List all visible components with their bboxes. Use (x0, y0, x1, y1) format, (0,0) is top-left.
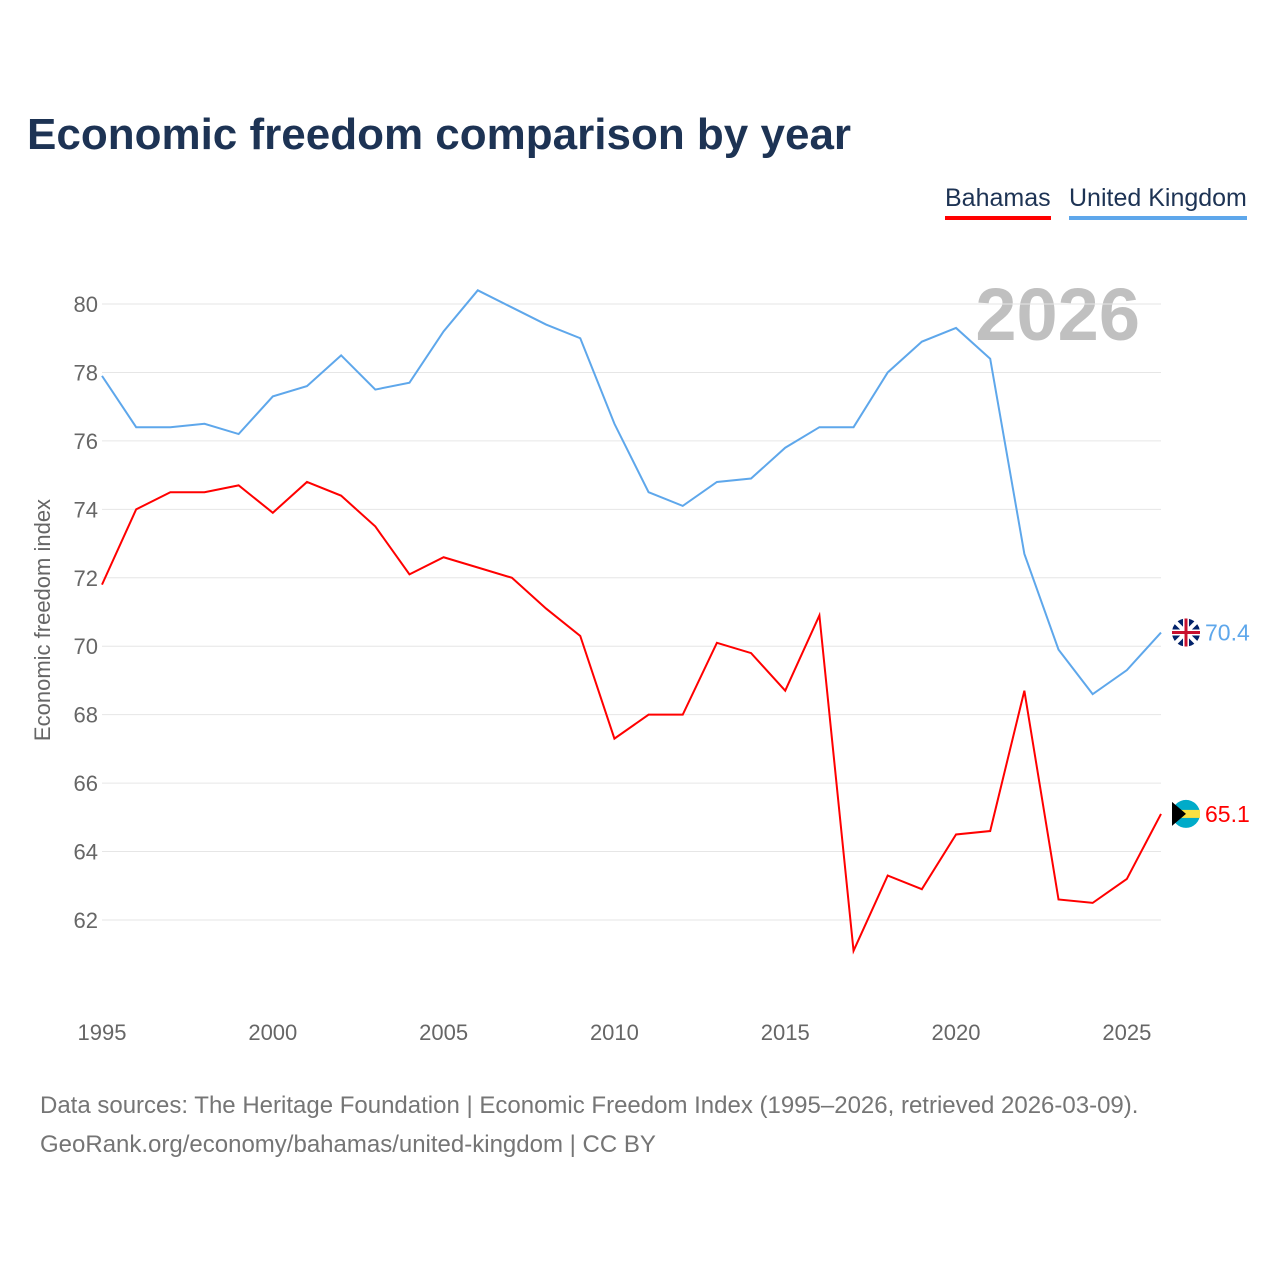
x-tick-label: 2025 (1102, 1020, 1151, 1045)
source-line-1: Data sources: The Heritage Foundation | … (40, 1092, 1139, 1119)
legend-bahamas[interactable]: Bahamas (945, 184, 1051, 220)
x-tick-label: 2005 (419, 1020, 468, 1045)
y-axis-label: Economic freedom index (30, 499, 55, 741)
legend-united-kingdom[interactable]: United Kingdom (1069, 184, 1247, 220)
x-tick-label: 2000 (248, 1020, 297, 1045)
source-line-2[interactable]: GeoRank.org/economy/bahamas/united-kingd… (40, 1131, 656, 1158)
uk-flag-icon (1172, 618, 1200, 647)
y-tick-label: 80 (74, 292, 98, 317)
series-line-bahamas (101, 480, 1162, 955)
x-tick-label: 2010 (590, 1020, 639, 1045)
y-tick-label: 70 (74, 634, 98, 659)
y-tick-label: 74 (74, 497, 98, 522)
y-tick-label: 72 (74, 566, 98, 591)
x-tick-label: 2015 (761, 1020, 810, 1045)
source-note: Data sources: The Heritage Foundation | … (40, 1086, 1138, 1164)
y-tick-label: 66 (74, 771, 98, 796)
bahamas-flag-icon (1172, 799, 1200, 828)
series-line-united-kingdom (101, 289, 1162, 696)
y-tick-label: 78 (74, 360, 98, 385)
end-value-label-united-kingdom: 70.4 (1205, 620, 1250, 646)
end-value-label-bahamas: 65.1 (1205, 801, 1250, 827)
y-tick-label: 68 (74, 703, 98, 728)
y-tick-label: 64 (74, 840, 98, 865)
x-tick-label: 2020 (932, 1020, 981, 1045)
y-tick-label: 62 (74, 908, 98, 933)
x-tick-label: 1995 (78, 1020, 127, 1045)
year-watermark: 2026 (975, 273, 1140, 356)
chart-title: Economic freedom comparison by year (27, 110, 852, 159)
y-tick-label: 76 (74, 429, 98, 454)
